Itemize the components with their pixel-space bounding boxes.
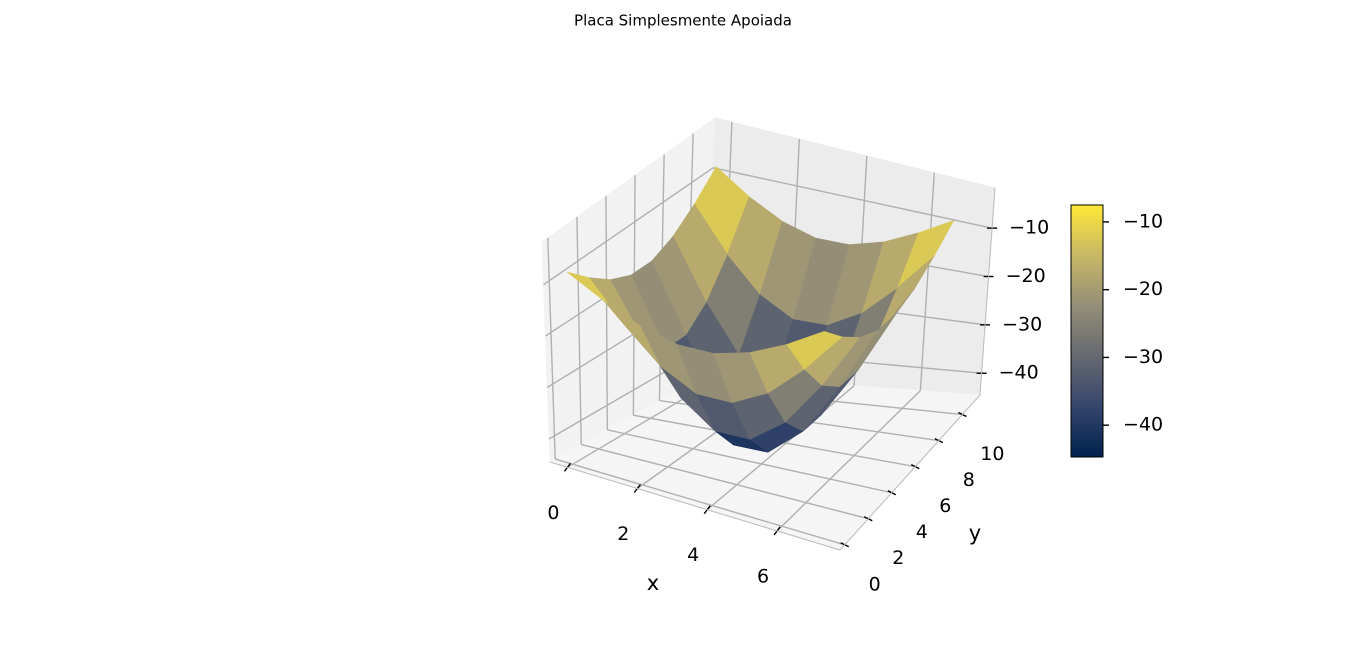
grid-line bbox=[919, 172, 935, 391]
y-axis-label: y bbox=[969, 521, 981, 545]
grid-line bbox=[776, 390, 921, 532]
tick-label: 8 bbox=[963, 469, 975, 491]
grid-line bbox=[706, 385, 855, 511]
grid-line bbox=[712, 167, 993, 229]
grid-line bbox=[543, 167, 714, 286]
chart-title: Placa Simplesmente Apoiada bbox=[574, 12, 792, 30]
grid-line bbox=[607, 429, 892, 494]
grid-line bbox=[605, 196, 609, 430]
axis-line bbox=[979, 187, 996, 396]
tick-label: 2 bbox=[892, 547, 904, 569]
x-axis-label: x bbox=[647, 571, 659, 595]
axis-line bbox=[549, 461, 841, 551]
tick-label: −10 bbox=[1009, 217, 1049, 239]
axis-line bbox=[839, 394, 981, 551]
tick-label: 6 bbox=[939, 495, 951, 517]
tick-label: 6 bbox=[757, 565, 769, 587]
tick-label: 0 bbox=[869, 573, 881, 595]
colorbar-tick-label: −20 bbox=[1123, 278, 1163, 300]
grid-line bbox=[547, 237, 556, 460]
surface-face bbox=[786, 331, 843, 370]
colorbar-tick-label: −10 bbox=[1123, 210, 1163, 232]
tick-label: 4 bbox=[916, 521, 928, 543]
tick-label: −40 bbox=[999, 362, 1039, 384]
tick-label: 0 bbox=[547, 502, 559, 524]
tick-label: 10 bbox=[980, 443, 1004, 465]
colorbar-tick-label: −30 bbox=[1123, 346, 1163, 368]
tick-label: −20 bbox=[1006, 265, 1046, 287]
grid-line bbox=[581, 443, 869, 520]
tick-label: −30 bbox=[1002, 313, 1042, 335]
colorbar bbox=[1070, 204, 1104, 458]
grid-line bbox=[555, 458, 845, 546]
grid-line bbox=[576, 216, 582, 445]
tick-label: 2 bbox=[617, 523, 629, 545]
tick-label: 4 bbox=[687, 544, 699, 566]
colorbar-tick-label: −40 bbox=[1123, 414, 1163, 436]
